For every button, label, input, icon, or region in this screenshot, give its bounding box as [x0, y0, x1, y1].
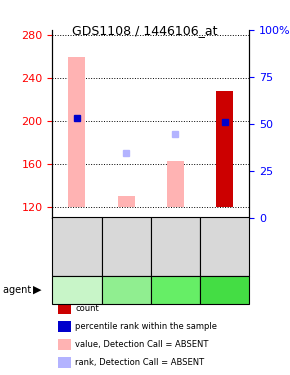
- Text: GDS1108 / 1446106_at: GDS1108 / 1446106_at: [72, 24, 218, 38]
- Text: GSM40865: GSM40865: [72, 222, 81, 271]
- Text: value, Detection Call = ABSENT: value, Detection Call = ABSENT: [75, 340, 209, 349]
- Text: JNK
inhibitor: JNK inhibitor: [159, 280, 192, 299]
- Text: untreated: untreated: [58, 285, 96, 294]
- Bar: [117, 196, 135, 207]
- Bar: [216, 91, 233, 207]
- Bar: [68, 57, 86, 207]
- Text: ▶: ▶: [33, 285, 42, 295]
- Bar: [167, 161, 184, 207]
- Text: GSM40866: GSM40866: [122, 222, 131, 271]
- Text: count: count: [75, 304, 99, 313]
- Text: GSM40868: GSM40868: [220, 222, 229, 271]
- Text: rank, Detection Call = ABSENT: rank, Detection Call = ABSENT: [75, 358, 204, 367]
- Text: agent: agent: [3, 285, 34, 295]
- Text: p38 MAP
K inhibitor: p38 MAP K inhibitor: [106, 280, 146, 299]
- Text: GSM40867: GSM40867: [171, 222, 180, 271]
- Text: ERK
inhibitor: ERK inhibitor: [209, 280, 241, 299]
- Text: percentile rank within the sample: percentile rank within the sample: [75, 322, 218, 331]
